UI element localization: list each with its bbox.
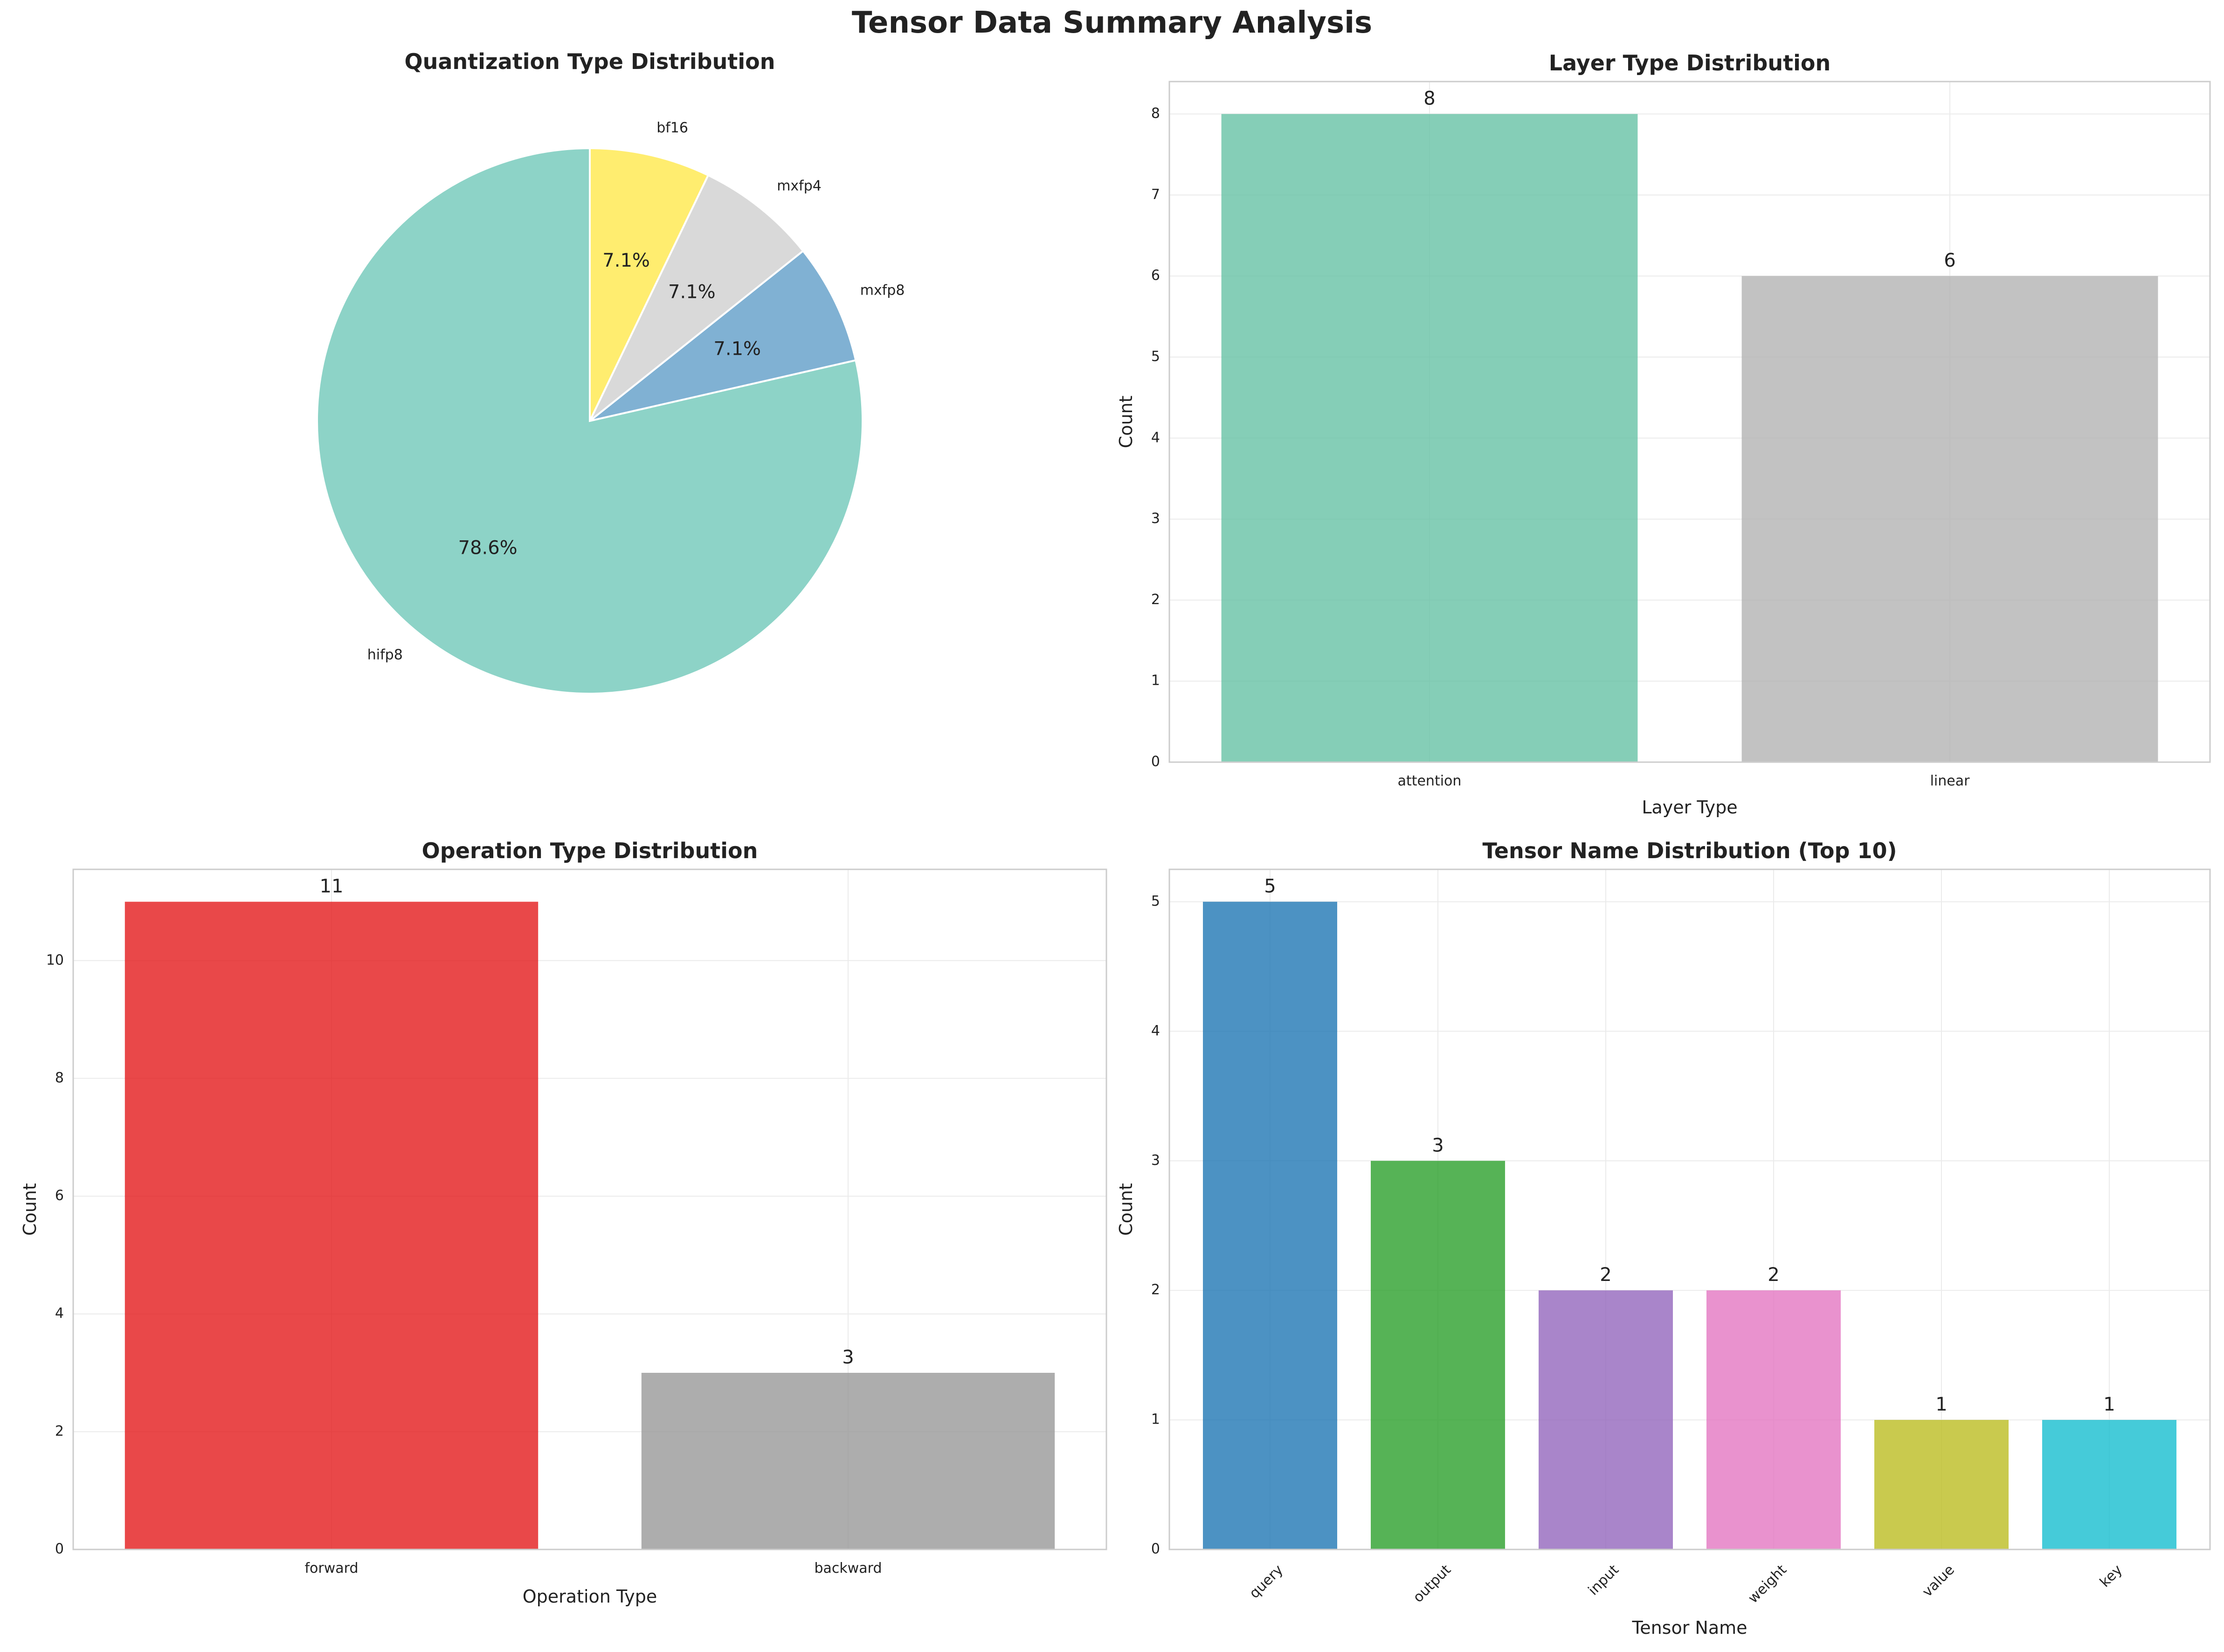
y-tick-label: 1: [1151, 1411, 1160, 1428]
bar-value-label: 6: [1944, 250, 1955, 271]
y-tick-label: 2: [1151, 1282, 1160, 1298]
chart-title: Layer Type Distribution: [1549, 50, 1830, 76]
pie-slice-bf16: [589, 147, 710, 421]
pie-percent-mxfp4: 7.1%: [668, 282, 716, 303]
bar-value-label: 1: [1935, 1394, 1947, 1415]
bar-value-label: 3: [1432, 1135, 1444, 1156]
pie-label-bf16: bf16: [656, 120, 688, 136]
y-axis-label: Count: [1116, 1183, 1136, 1236]
bar-input: [1539, 1290, 1673, 1549]
x-tick-label-linear: linear: [1930, 773, 1970, 789]
pie-label-hifp8: hifp8: [367, 647, 403, 663]
figure-title: Tensor Data Summary Analysis: [851, 6, 1373, 40]
plot-area: [1169, 869, 2210, 1549]
pie-chart-quantization: Quantization Type Distribution hifp8 78.6%…: [316, 49, 905, 695]
y-tick-label: 2: [55, 1423, 64, 1439]
y-tick-label: 1: [1151, 673, 1160, 689]
pie-label-mxfp4: mxfp4: [777, 178, 822, 194]
plot-frame: [1168, 81, 2211, 763]
bar-backward: [641, 1373, 1055, 1549]
y-tick-label: 6: [1151, 268, 1160, 284]
y-axis-label: Count: [20, 1183, 40, 1236]
y-tick-label: 5: [1151, 348, 1160, 365]
x-axis-label: Layer Type: [1642, 797, 1737, 818]
bar-value-label: 2: [1768, 1264, 1779, 1286]
bar-value: [1874, 1420, 2009, 1549]
x-axis-label: Operation Type: [523, 1586, 657, 1607]
bar-weight: [1706, 1290, 1841, 1549]
y-tick-label: 6: [55, 1188, 64, 1204]
y-tick-label: 0: [1151, 1541, 1160, 1557]
pie-percent-bf16: 7.1%: [602, 250, 650, 271]
pie-slice-mxfp8: [589, 249, 857, 422]
plot-frame: [72, 868, 1107, 1550]
plot-frame: [1168, 868, 2211, 1550]
pie-label-mxfp8: mxfp8: [860, 282, 905, 298]
chart-title: Operation Type Distribution: [422, 838, 758, 863]
x-tick-label-query: query: [1246, 1562, 1286, 1602]
bar-value-label: 5: [1264, 875, 1276, 897]
x-tick-label-key: key: [2097, 1562, 2126, 1590]
y-tick-label: 8: [1151, 105, 1160, 122]
pie-slice-mxfp4: [589, 174, 805, 422]
x-tick-label-attention: attention: [1398, 773, 1462, 789]
y-tick-label: 4: [55, 1305, 64, 1322]
x-tick-label-value: value: [1919, 1562, 1958, 1600]
y-tick-label: 0: [1151, 754, 1160, 770]
bar-key: [2042, 1420, 2176, 1549]
x-tick-label-input: input: [1585, 1562, 1622, 1598]
pie-percent-hifp8: 78.6%: [458, 537, 518, 558]
bar-chart-operation-type: Operation Type Distribution 11 3 0 2 4 6 8 10 for…: [20, 838, 1107, 1607]
y-axis-label: Count: [1116, 396, 1136, 448]
chart-title: Tensor Name Distribution (Top 10): [1482, 838, 1897, 863]
bar-forward: [124, 902, 539, 1549]
bar-value-label: 11: [320, 875, 344, 897]
pie-percent-mxfp8: 7.1%: [713, 338, 761, 360]
y-tick-label: 10: [46, 952, 64, 968]
y-tick-label: 3: [1151, 1152, 1160, 1169]
x-tick-label-forward: forward: [304, 1560, 358, 1576]
bar-value-label: 8: [1423, 88, 1435, 110]
bar-value-label: 2: [1600, 1264, 1611, 1286]
x-axis-label: Tensor Name: [1631, 1618, 1747, 1638]
bar-output: [1371, 1161, 1505, 1549]
y-tick-label: 5: [1151, 893, 1160, 909]
bar-chart-layer-type: Layer Type Distribution 8 6 0 1 2 3 4 5 6 7 8 attent…: [1116, 50, 2211, 818]
y-tick-label: 2: [1151, 592, 1160, 608]
y-tick-label: 0: [55, 1541, 64, 1557]
bar-chart-tensor-name: Tensor Name Distribution (Top 10) 5 3 2 2 1 1 0…: [1116, 838, 2211, 1638]
x-tick-label-weight: weight: [1745, 1562, 1790, 1606]
y-tick-label: 8: [55, 1070, 64, 1086]
bar-value-label: 3: [842, 1347, 854, 1368]
bar-attention: [1221, 114, 1638, 762]
y-tick-label: 4: [1151, 1023, 1160, 1039]
x-tick-label-output: output: [1410, 1562, 1454, 1606]
bar-value-label: 1: [2103, 1394, 2115, 1415]
y-tick-label: 7: [1151, 186, 1160, 203]
chart-title: Quantization Type Distribution: [405, 49, 775, 74]
bar-linear: [1741, 276, 2158, 763]
y-tick-label: 4: [1151, 429, 1160, 446]
bar-query: [1203, 902, 1337, 1549]
y-tick-label: 3: [1151, 510, 1160, 527]
x-tick-label-backward: backward: [814, 1560, 882, 1576]
